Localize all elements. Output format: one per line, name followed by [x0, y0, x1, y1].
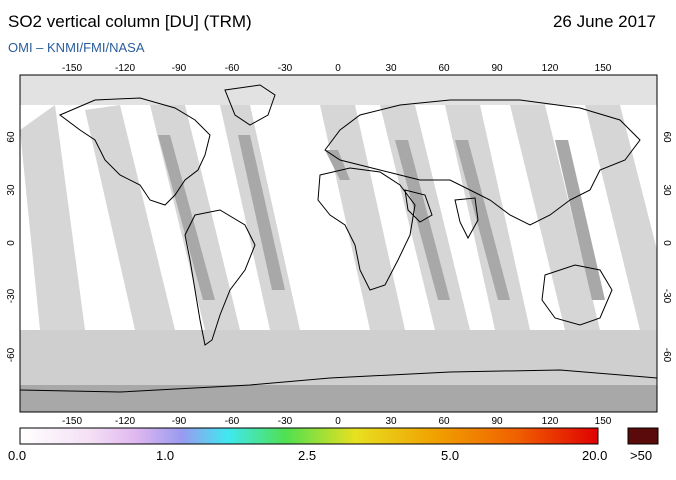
- colorbar: [19, 427, 599, 445]
- lon-tick-top: -120: [115, 63, 135, 74]
- lon-tick-top: 120: [542, 63, 559, 74]
- lat-tick-left: 60: [6, 131, 17, 143]
- lat-tick-right: 0: [661, 240, 672, 246]
- lat-tick-left: -60: [6, 347, 17, 362]
- colorbar-label: 2.5: [298, 448, 317, 463]
- lat-tick-right: 60: [661, 131, 672, 143]
- lon-tick-bottom: -90: [172, 416, 187, 427]
- colorbar-label: 0.0: [8, 448, 27, 463]
- colorbar-overflow-label: >50: [630, 448, 653, 463]
- lon-tick-top: -30: [278, 63, 293, 74]
- lon-ticks: -150 -120 -90 -60 -30 0 30 60 90 120 150…: [62, 63, 612, 427]
- lon-tick-top: -90: [172, 63, 187, 74]
- lon-tick-bottom: 120: [542, 416, 559, 427]
- credit-line: OMI – KNMI/FMI/NASA: [8, 40, 145, 55]
- lon-tick-top: 90: [491, 63, 503, 74]
- map-date: 26 June 2017: [552, 12, 656, 31]
- lon-tick-top: 60: [438, 63, 450, 74]
- lon-tick-bottom: 30: [385, 416, 397, 427]
- lon-tick-bottom: 0: [335, 416, 341, 427]
- lon-tick-bottom: -30: [278, 416, 293, 427]
- lon-tick-top: -60: [225, 63, 240, 74]
- lon-tick-bottom: 90: [491, 416, 503, 427]
- lon-tick-top: 30: [385, 63, 397, 74]
- map-frame: [19, 74, 658, 413]
- lat-tick-left: 30: [6, 184, 17, 196]
- colorbar-label: 1.0: [156, 448, 175, 463]
- lat-tick-right: -30: [661, 289, 672, 304]
- lat-ticks-left: 60 30 0 -30 -60: [6, 131, 17, 362]
- coastlines: [20, 84, 657, 393]
- lon-tick-bottom: -150: [62, 416, 82, 427]
- lon-tick-top: 0: [335, 63, 341, 74]
- lat-tick-right: -60: [661, 348, 672, 363]
- lat-ticks-right: 60 30 0 -30 -60: [661, 131, 672, 362]
- map-title: SO2 vertical column [DU] (TRM): [8, 12, 252, 31]
- colorbar-label: 5.0: [441, 448, 460, 463]
- lon-tick-bottom: -60: [225, 416, 240, 427]
- swaths: [20, 75, 657, 412]
- lon-tick-bottom: -120: [115, 416, 135, 427]
- lon-tick-bottom: 150: [595, 416, 612, 427]
- lon-tick-bottom: 60: [438, 416, 450, 427]
- lat-tick-left: 0: [6, 240, 17, 246]
- lon-tick-top: -150: [62, 63, 82, 74]
- lat-tick-right: 30: [661, 184, 672, 196]
- colorbar-overflow-swatch: [627, 427, 659, 445]
- colorbar-label: 20.0: [582, 448, 608, 463]
- lat-tick-left: -30: [6, 288, 17, 303]
- lon-tick-top: 150: [595, 63, 612, 74]
